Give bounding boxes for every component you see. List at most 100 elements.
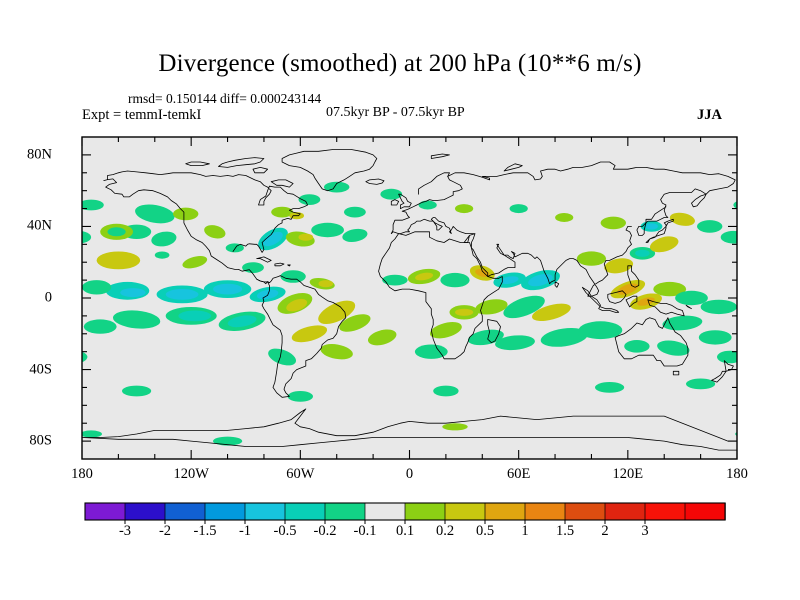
contour-blob (320, 344, 353, 360)
contour-blob (433, 385, 459, 397)
contour-blob (720, 230, 737, 244)
contour-blob (503, 295, 545, 319)
colorbar-cell (124, 502, 166, 521)
contour-blob (735, 432, 737, 436)
contour-blob (204, 225, 226, 239)
contour-blob (733, 201, 737, 209)
contour-blob (509, 204, 528, 214)
colorbar-tick-label: 1 (521, 523, 529, 539)
contour-blob (280, 270, 306, 283)
contour-blob (700, 299, 737, 315)
contour-blob (367, 329, 397, 346)
colorbar-tick-label: 0.1 (395, 523, 415, 539)
contour-blob (82, 199, 104, 211)
contour-blob (142, 208, 168, 220)
contour-blob (578, 321, 623, 340)
colorbar-tick-label: 1.5 (555, 523, 575, 539)
contour-blob (263, 231, 283, 247)
x-tick-label: 60E (506, 466, 531, 482)
contour-blob (653, 281, 687, 297)
x-tick-label: 180 (71, 466, 93, 482)
y-tick-label: 40N (27, 217, 52, 234)
contour-blob (675, 290, 708, 306)
contour-blob (635, 249, 650, 257)
contour-blob (103, 255, 133, 266)
colorbar-cell (404, 502, 446, 521)
axis-ticks (81, 137, 738, 459)
contour-blob (227, 315, 257, 328)
x-tick-label: 0 (405, 466, 414, 482)
contour-blob (624, 340, 650, 353)
contour-blob (324, 305, 349, 320)
contour-blob (418, 200, 437, 210)
contour-blob (609, 261, 628, 270)
contour-blob (120, 288, 146, 298)
contour-blob (415, 272, 434, 281)
x-tick-label: 120W (173, 466, 209, 482)
contour-blob (242, 262, 264, 273)
colorbar-cell (484, 502, 526, 521)
contour-blob (213, 283, 243, 295)
contour-blob (339, 314, 371, 332)
contour-blob (414, 344, 448, 359)
contour-blob (82, 280, 112, 295)
contour-blob (600, 216, 626, 230)
colorbar-tick-label: -0.2 (313, 523, 337, 539)
colorbar-cell (684, 502, 726, 521)
contour-blob (380, 188, 403, 200)
colorbar-tick-label: -1 (238, 523, 252, 539)
page-title: Divergence (smoothed) at 200 hPa (10**6 … (158, 50, 642, 77)
contour-blob (576, 251, 607, 266)
colorbar-cell (244, 502, 286, 521)
colorbar-cell (364, 502, 406, 521)
y-tick-label: 40S (29, 361, 52, 378)
contour-blob (717, 350, 737, 364)
colorbar-cell (524, 502, 566, 521)
contour-blob (83, 319, 117, 334)
contour-blob (107, 227, 126, 237)
colorbar-tick-label: 3 (641, 523, 649, 539)
colorbar-tick-label: -3 (118, 523, 132, 539)
contour-blob (495, 335, 535, 351)
contour-blob (455, 308, 474, 316)
y-tick-label: 0 (44, 289, 52, 306)
contour-blob (657, 340, 690, 356)
experiment-annotation: Expt = temmI-temkI (82, 107, 202, 123)
x-tick-label: 60W (286, 466, 315, 482)
colorbar-tick-label: -2 (158, 523, 172, 539)
contour-blob (318, 280, 334, 288)
contour-blob (669, 212, 695, 226)
contour-blob (344, 206, 366, 218)
colorbar-cell (164, 502, 206, 521)
season-annotation: JJA (697, 107, 722, 123)
colorbar-tick-label: 2 (601, 523, 609, 539)
contour-blob (182, 256, 208, 269)
contour-blob (455, 204, 474, 214)
contour-blob (165, 289, 199, 300)
colorbar-tick-label: -1.5 (193, 523, 217, 539)
contour-blob (213, 436, 243, 446)
colorbar-tick-label: 0.5 (475, 523, 495, 539)
contour-blob (82, 231, 92, 244)
contour-blob (528, 273, 553, 287)
y-tick-label: 80S (29, 432, 52, 449)
contour-blob (82, 430, 102, 438)
contour-blob (271, 206, 293, 218)
contour-blob (112, 310, 161, 329)
x-tick-label: 180 (726, 466, 748, 482)
contour-blob (539, 306, 564, 318)
y-tick-label: 80N (27, 146, 52, 163)
contour-blob (549, 331, 579, 344)
contour-blob (595, 382, 625, 393)
contour-blob (429, 322, 462, 339)
contour-blob (300, 328, 322, 339)
contour-blob (698, 330, 732, 345)
contour-blob (122, 385, 152, 397)
contour-blob (173, 207, 199, 221)
contour-blob (225, 243, 244, 253)
colorbar-cell (564, 502, 606, 521)
contour-blob (342, 228, 368, 242)
colorbar-cell (444, 502, 486, 521)
contour-blob (637, 297, 655, 306)
